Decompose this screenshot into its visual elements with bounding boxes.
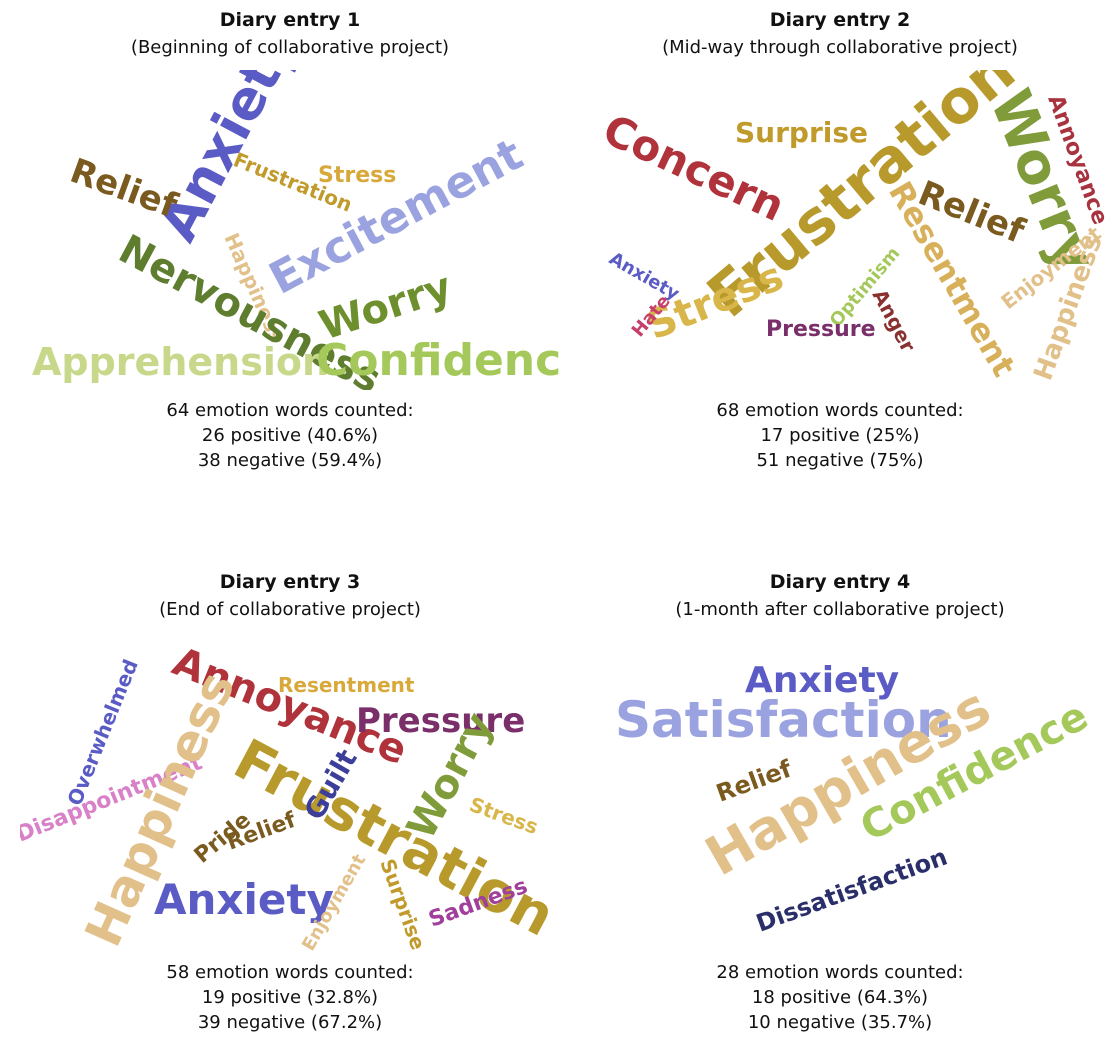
positive-count: 18 positive (64.3%) bbox=[751, 987, 929, 1008]
diary-entry-title: Diary entry 3 bbox=[219, 571, 361, 593]
word-cloud-word: Anxiety bbox=[745, 660, 899, 701]
diary-entry-4-panel: Diary entry 4 (1-month after collaborati… bbox=[570, 570, 1110, 1040]
word-cloud-word: Resentment bbox=[278, 673, 415, 697]
word-cloud-word: Anxiety bbox=[606, 248, 683, 305]
word-cloud-word: Apprehension bbox=[32, 340, 329, 384]
total-count: 68 emotion words counted: bbox=[716, 400, 964, 421]
word-cloud-word: Anxiety bbox=[154, 875, 334, 924]
negative-count: 51 negative (75%) bbox=[756, 450, 924, 471]
negative-count: 39 negative (67.2%) bbox=[197, 1012, 383, 1033]
diary-entry-2-panel: Diary entry 2 (Mid-way through collabora… bbox=[570, 8, 1110, 478]
word-cloud-word: Pressure bbox=[356, 701, 525, 741]
word-cloud-word: Pressure bbox=[766, 317, 876, 342]
word-cloud: Anxiety Relief Frustration Stress Excite… bbox=[32, 70, 560, 390]
diary-entry-1-panel: Diary entry 1 (Beginning of collaborativ… bbox=[20, 8, 560, 478]
positive-count: 19 positive (32.8%) bbox=[201, 987, 379, 1008]
total-count: 64 emotion words counted: bbox=[166, 400, 414, 421]
total-count: 58 emotion words counted: bbox=[166, 962, 414, 983]
word-count-summary: 58 emotion words counted: 19 positive (3… bbox=[20, 960, 560, 1035]
word-cloud-word: Relief bbox=[65, 151, 184, 227]
diary-entry-subtitle: (Mid-way through collaborative project) bbox=[662, 37, 1018, 58]
diary-entry-title: Diary entry 1 bbox=[219, 9, 361, 31]
word-cloud-word: Surprise bbox=[735, 116, 868, 149]
word-cloud: Anxiety Satisfaction Happiness Confidenc… bbox=[615, 660, 1095, 938]
word-cloud-word: Stress bbox=[466, 792, 541, 839]
negative-count: 10 negative (35.7%) bbox=[747, 1012, 933, 1033]
diary-entry-subtitle: (End of collaborative project) bbox=[159, 599, 421, 620]
word-count-summary: 68 emotion words counted: 17 positive (2… bbox=[570, 398, 1110, 473]
word-cloud: Concern Surprise Frustration Worry Annoy… bbox=[596, 70, 1110, 384]
word-count-summary: 64 emotion words counted: 26 positive (4… bbox=[20, 398, 560, 473]
word-cloud-word: Confidence bbox=[316, 335, 560, 386]
diary-entry-title: Diary entry 2 bbox=[769, 9, 911, 31]
word-cloud-word: Dissatisfaction bbox=[752, 843, 950, 938]
diary-entry-3-panel: Diary entry 3 (End of collaborative proj… bbox=[20, 570, 560, 1040]
positive-count: 26 positive (40.6%) bbox=[201, 425, 379, 446]
word-cloud: Overwhelmed Annoyance Resentment Pressur… bbox=[20, 639, 560, 952]
word-cloud-word: Anxiety bbox=[146, 70, 310, 251]
diary-entry-title: Diary entry 4 bbox=[769, 571, 911, 593]
word-count-summary: 28 emotion words counted: 18 positive (6… bbox=[570, 960, 1110, 1035]
word-cloud-word: Stress bbox=[318, 163, 396, 188]
negative-count: 38 negative (59.4%) bbox=[197, 450, 383, 471]
diary-entry-subtitle: (Beginning of collaborative project) bbox=[130, 37, 450, 58]
total-count: 28 emotion words counted: bbox=[716, 962, 964, 983]
word-cloud-word: Satisfaction bbox=[615, 691, 952, 749]
positive-count: 17 positive (25%) bbox=[760, 425, 920, 446]
diary-entry-subtitle: (1-month after collaborative project) bbox=[675, 599, 1005, 620]
